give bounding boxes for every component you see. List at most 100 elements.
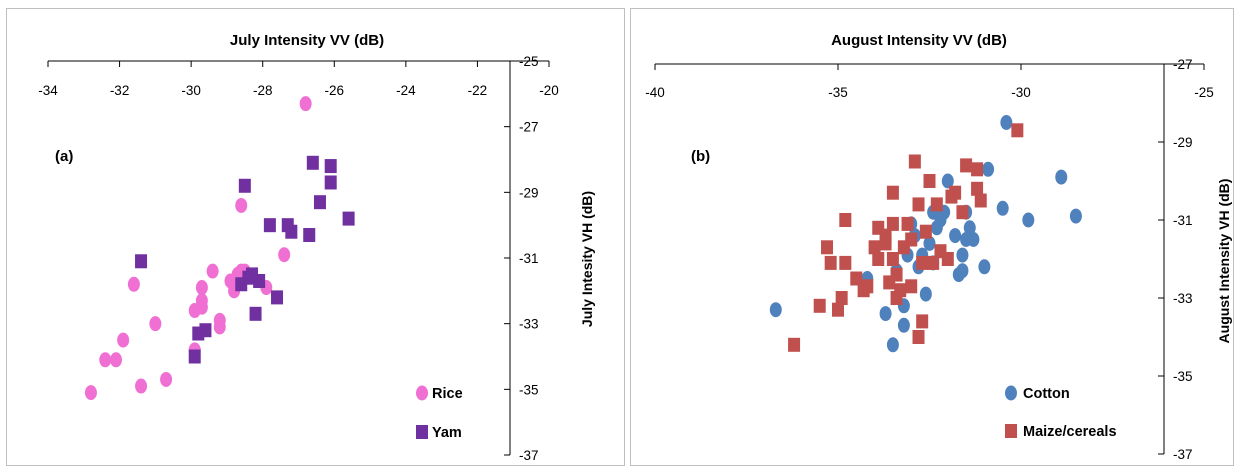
- data-point: [206, 263, 219, 279]
- panel-label: (a): [55, 148, 73, 165]
- data-point: [313, 195, 326, 210]
- y-tick-label: -27: [1173, 57, 1193, 72]
- data-point: [908, 154, 921, 169]
- july-scatter-chart: July Intensity VV (dB) -34 -32 -30 -28 -26 -24…: [38, 32, 595, 463]
- data-point: [299, 96, 312, 112]
- data-point: [916, 255, 929, 270]
- y-tick-label: -29: [1173, 135, 1193, 150]
- data-point: [923, 174, 936, 188]
- data-point: [960, 158, 973, 173]
- legend-label: Rice: [432, 386, 463, 402]
- chart-panel-august: August Intensity VV (dB) -40 -35 -30 -25 -27 -…: [630, 8, 1234, 466]
- x-tick-label: -22: [468, 83, 488, 98]
- x-tick-label: -28: [253, 83, 273, 98]
- data-point: [978, 259, 991, 275]
- data-point: [861, 279, 874, 294]
- data-point: [835, 291, 848, 305]
- y-tick-label: -33: [1173, 291, 1193, 306]
- data-point: [879, 228, 892, 243]
- x-tick-label: -24: [396, 83, 416, 98]
- data-point: [788, 337, 801, 352]
- data-point: [821, 240, 834, 255]
- data-point: [306, 155, 319, 170]
- data-point: [919, 286, 932, 302]
- data-point: [249, 306, 262, 321]
- data-point: [872, 252, 885, 266]
- y-tick-label: -37: [1173, 447, 1193, 462]
- data-point: [941, 173, 954, 189]
- data-point: [324, 159, 337, 174]
- legend-label: Yam: [432, 425, 462, 441]
- data-point: [839, 213, 852, 227]
- data-point: [127, 276, 140, 292]
- data-point: [135, 254, 148, 269]
- data-point: [912, 197, 925, 212]
- data-point: [879, 306, 892, 322]
- data-point: [923, 235, 936, 251]
- data-point: [956, 205, 969, 220]
- chart-title: August Intensity VV (dB): [831, 32, 1007, 49]
- data-point: [769, 302, 782, 318]
- data-point: [839, 255, 852, 270]
- data-point: [916, 314, 929, 329]
- data-point: [195, 293, 208, 309]
- data-point: [971, 181, 984, 196]
- data-point: [927, 255, 940, 270]
- legend-marker: [1005, 424, 1017, 438]
- data-point: [905, 232, 918, 247]
- data-point: [160, 371, 173, 387]
- data-point: [195, 280, 208, 296]
- data-point: [912, 330, 925, 344]
- x-tick-label: -25: [1194, 85, 1214, 100]
- data-point: [919, 224, 932, 239]
- data-point: [894, 283, 907, 298]
- legend-marker: [1005, 385, 1017, 401]
- data-point: [188, 349, 201, 364]
- x-tick-label: -34: [38, 83, 58, 98]
- data-point: [967, 232, 980, 247]
- data-point: [242, 270, 255, 285]
- y-tick-label: -25: [519, 54, 539, 69]
- data-point: [109, 352, 122, 368]
- chart-title: July Intensity VV (dB): [230, 32, 384, 49]
- y-tick-label: -33: [519, 317, 539, 332]
- data-point: [149, 316, 162, 332]
- data-point: [897, 317, 910, 333]
- data-point: [324, 175, 337, 190]
- data-point: [1055, 169, 1068, 185]
- data-point: [901, 216, 914, 231]
- data-point: [238, 178, 251, 193]
- data-point: [263, 218, 276, 233]
- data-point: [832, 302, 844, 317]
- data-point: [303, 228, 316, 243]
- data-point: [949, 228, 962, 244]
- data-point: [278, 247, 291, 263]
- data-point: [996, 200, 1009, 216]
- data-point: [886, 185, 899, 200]
- y-tick-label: -31: [1173, 213, 1193, 228]
- data-point: [941, 252, 954, 266]
- x-tick-label: -26: [325, 83, 345, 98]
- legend-marker: [416, 385, 428, 401]
- data-point: [213, 319, 226, 335]
- data-point: [886, 337, 899, 353]
- x-tick-label: -35: [828, 85, 848, 100]
- august-scatter-chart: August Intensity VV (dB) -40 -35 -30 -25-27 -…: [645, 32, 1232, 462]
- data-point: [1000, 115, 1013, 130]
- data-point: [930, 197, 943, 212]
- y-tick-label: -35: [1173, 369, 1193, 384]
- data-point: [949, 185, 962, 200]
- chart-panel-july: July Intensity VV (dB) -34 -32 -30 -28 -26 -24…: [6, 8, 625, 466]
- data-point: [886, 252, 899, 266]
- data-point: [135, 378, 148, 394]
- data-point: [1011, 123, 1024, 138]
- x-tick-label: -20: [539, 83, 559, 98]
- panel-label: (b): [691, 148, 710, 165]
- data-point: [1022, 212, 1035, 228]
- data-point: [886, 216, 899, 231]
- x-tick-label: -40: [645, 85, 665, 100]
- x-tick-label: -30: [181, 83, 201, 98]
- data-point: [271, 290, 284, 305]
- data-point: [971, 162, 984, 177]
- data-point: [117, 332, 130, 348]
